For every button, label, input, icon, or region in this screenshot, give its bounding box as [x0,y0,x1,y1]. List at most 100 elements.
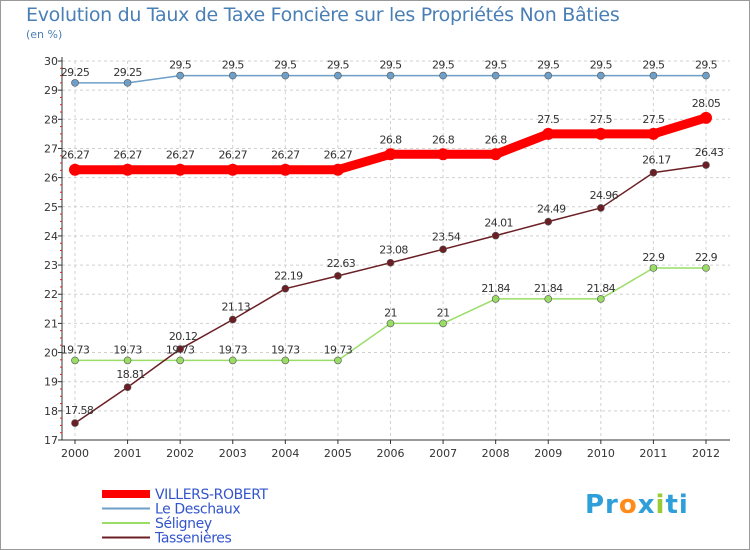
data-point [176,345,184,353]
data-label: 26.27 [113,149,142,162]
data-label: 26.17 [642,154,671,167]
data-label: 21 [437,306,450,319]
data-point [71,79,79,87]
data-label: 23.54 [432,230,461,243]
data-label: 17.58 [65,404,94,417]
data-label: 19.73 [61,343,90,356]
data-label: 26.27 [219,149,248,162]
x-tick-label: 2000 [61,447,89,460]
data-label: 29.5 [485,59,508,72]
data-label: 27.5 [590,113,613,126]
data-point [649,264,658,272]
data-label: 22.63 [327,257,356,270]
data-point [597,295,605,303]
data-label: 21.84 [481,282,510,295]
data-label: 26.43 [695,146,724,159]
data-label: 24.01 [484,217,513,230]
data-point [491,295,500,303]
data-label: 19.73 [324,343,353,356]
data-point [228,315,237,324]
data-label: 24.96 [590,189,619,202]
data-point [71,419,79,427]
data-label: 19.73 [166,343,195,356]
data-point [334,71,342,80]
data-label: 29.5 [222,59,245,72]
data-point [386,258,395,267]
data-label: 29.5 [327,59,350,72]
data-point [649,168,658,177]
y-tick-label: 29 [44,84,58,97]
data-point [647,127,660,140]
y-tick-label: 30 [44,55,58,68]
y-tick-label: 18 [44,405,58,418]
x-tick-label: 2010 [587,447,615,460]
x-tick-label: 2002 [166,447,194,460]
data-label: 19.73 [271,343,300,356]
data-label: 20.12 [169,330,198,343]
data-point [700,111,712,124]
data-label: 29.5 [642,59,665,72]
data-label: 19.73 [113,343,142,356]
data-point [174,163,187,176]
legend-label: VILLERS-ROBERT [155,487,269,503]
x-tick-label: 2009 [534,447,562,460]
data-point [121,163,134,176]
data-label: 26.8 [432,133,455,146]
data-point [176,71,184,80]
data-point [439,319,447,328]
data-point [702,71,710,80]
x-tick-label: 2007 [429,447,457,460]
data-label: 27.5 [537,113,560,126]
logo-part: x [637,490,656,520]
data-point [544,295,553,303]
data-point [279,163,292,176]
data-label: 21.13 [222,301,251,314]
data-point [228,71,237,80]
data-point [123,79,132,87]
data-label: 26.8 [485,133,508,146]
y-tick-label: 26 [44,172,58,185]
x-tick-label: 2003 [219,447,247,460]
y-tick-label: 23 [44,259,58,272]
data-point [334,356,342,365]
data-label: 29.5 [274,59,297,72]
data-label: 28.05 [692,97,721,110]
data-point [544,71,553,80]
data-point [542,127,555,140]
data-label: 26.27 [324,149,353,162]
data-label: 22.9 [642,251,665,264]
data-point [69,163,81,176]
data-point [281,71,290,80]
data-label: 29.5 [590,59,613,72]
legend-label: Tassenières [154,531,231,547]
data-label: 29.5 [432,59,455,72]
y-tick-label: 24 [44,230,58,243]
data-point [439,71,447,80]
data-point [71,356,79,365]
data-label: 26.27 [166,149,195,162]
data-label: 29.5 [169,59,192,72]
data-label: 24.49 [537,203,566,216]
data-point [228,356,237,365]
data-point [702,264,710,272]
data-point [334,272,342,280]
data-point [544,217,553,226]
logo-part: o [618,490,638,520]
data-label: 29.5 [695,59,718,72]
y-tick-label: 22 [44,288,58,301]
data-point [176,356,184,365]
x-tick-label: 2001 [114,447,142,460]
y-tick-label: 25 [44,201,58,214]
data-label: 18.81 [116,368,145,381]
data-point [281,356,290,365]
data-label: 26.27 [61,149,90,162]
data-label: 27.5 [642,113,665,126]
data-label: 29.25 [113,66,142,79]
legend-label: Séligney [155,516,212,532]
chart-title: Evolution du Taux de Taxe Foncière sur l… [26,4,620,26]
logo-part: ti [665,490,689,520]
data-label: 21.84 [587,282,616,295]
y-axis-unit: (en %) [26,28,63,41]
